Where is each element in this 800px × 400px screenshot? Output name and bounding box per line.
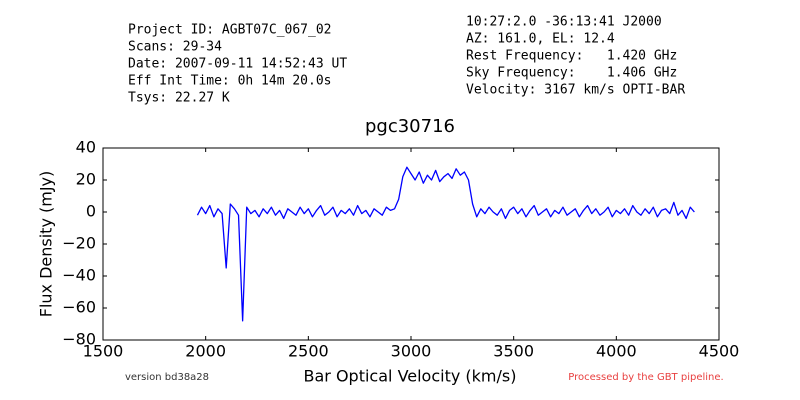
info-line: AZ: 161.0, EL: 12.4 xyxy=(466,32,615,47)
x-tick-label: 2000 xyxy=(185,342,226,361)
y-tick-label: −20 xyxy=(62,234,96,253)
x-tick-label: 3000 xyxy=(391,342,432,361)
info-line: Project ID: AGBT07C_067_02 xyxy=(128,23,332,38)
info-line: Eff Int Time: 0h 14m 20.0s xyxy=(128,74,332,89)
y-tick-label: −80 xyxy=(62,330,96,349)
footer-pipeline: Processed by the GBT pipeline. xyxy=(568,372,723,383)
y-tick-label: −60 xyxy=(62,298,96,317)
y-tick-label: 20 xyxy=(76,170,96,189)
info-line: Rest Frequency: 1.420 GHz xyxy=(466,49,677,64)
x-axis-label: Bar Optical Velocity (km/s) xyxy=(304,367,517,386)
info-line: Velocity: 3167 km/s OPTI-BAR xyxy=(466,83,685,98)
x-tick-label: 4500 xyxy=(699,342,740,361)
x-tick-label: 3500 xyxy=(493,342,534,361)
footer-version: version bd38a28 xyxy=(125,372,209,383)
spectrum-line xyxy=(196,166,695,322)
y-tick-label: 40 xyxy=(76,138,96,157)
y-tick-label: 0 xyxy=(86,202,96,221)
x-tick-label: 2500 xyxy=(288,342,329,361)
x-tick-label: 1500 xyxy=(83,342,124,361)
info-line: Tsys: 22.27 K xyxy=(128,91,230,106)
y-tick-label: −40 xyxy=(62,266,96,285)
info-line: Sky Frequency: 1.406 GHz xyxy=(466,66,677,81)
info-line: Date: 2007-09-11 14:52:43 UT xyxy=(128,57,347,72)
chart-title: pgc30716 xyxy=(365,116,455,137)
y-axis-label: Flux Density (mJy) xyxy=(37,171,56,318)
info-line: Scans: 29-34 xyxy=(128,40,222,55)
x-tick-label: 4000 xyxy=(596,342,637,361)
info-line: 10:27:2.0 -36:13:41 J2000 xyxy=(466,15,662,30)
